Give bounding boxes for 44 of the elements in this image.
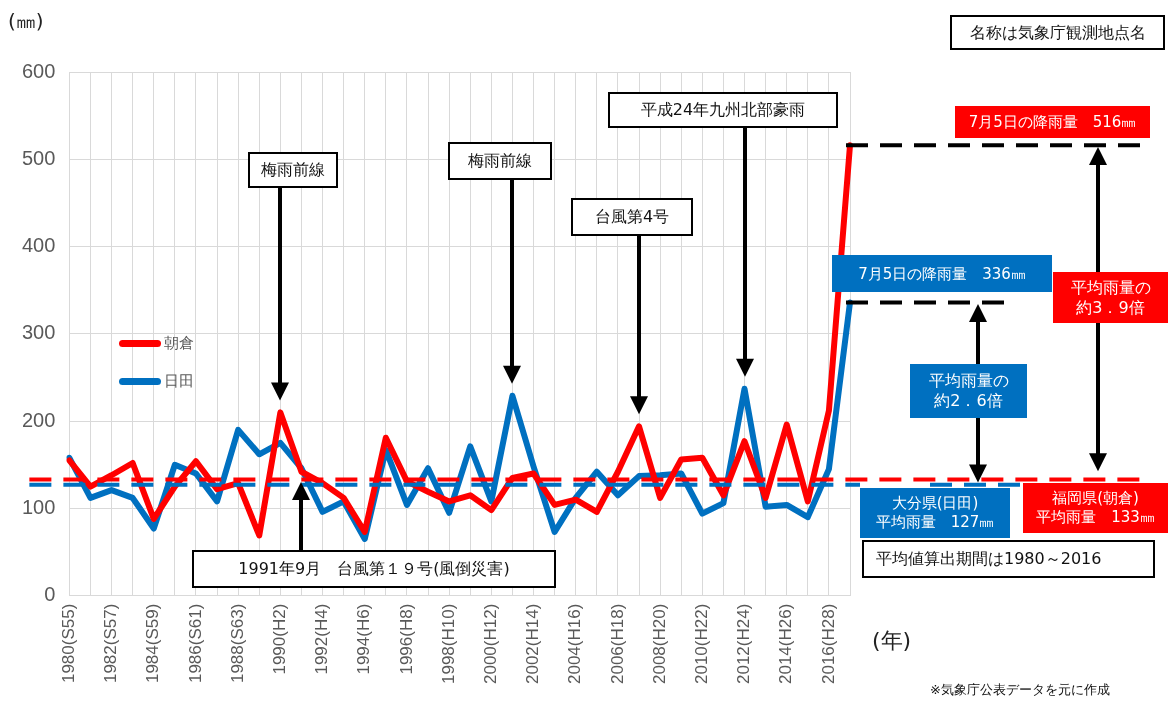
x-tick-label: 2008(H20) [649, 603, 669, 684]
x-axis-title: (年) [872, 627, 912, 655]
y-axis-title: (㎜) [8, 8, 44, 35]
x-tick-label: 1986(S61) [185, 603, 205, 684]
x-tick-label: 1998(H10) [438, 603, 458, 684]
y-tick-label: 500 [21, 146, 56, 169]
x-tick-label: 2010(H22) [692, 603, 711, 684]
text: ※気象庁公表データを元に作成 [900, 678, 1140, 702]
callout-box: 1991年9月 台風第１９号(風倒災害) [192, 550, 556, 588]
x-tick-label: 1988(S63) [227, 603, 247, 684]
x-tick-label: 2014(H26) [776, 603, 796, 684]
x-tick-label: 1992(H4) [312, 603, 332, 675]
x-tick-label: 1994(H6) [354, 603, 374, 675]
y-tick-label: 300 [21, 321, 56, 344]
callout-box: 名称は気象庁観測地点名 [950, 15, 1165, 50]
y-tick-label: 0 [44, 583, 56, 606]
x-tick-label: 2016(H28) [818, 603, 838, 684]
callout-box: 大分県(日田) 平均雨量 127㎜ [860, 487, 1010, 538]
x-tick-label: 1980(S55) [59, 603, 79, 684]
callout-box: 平均雨量の約2．6倍 [910, 364, 1027, 418]
y-tick-label: 200 [21, 408, 56, 431]
x-tick-label: 2012(H24) [734, 603, 754, 684]
callout-box: 台風第4号 [571, 198, 693, 236]
y-tick-label: 100 [21, 495, 56, 518]
callout-box: 福岡県(朝倉) 平均雨量 133㎜ [1023, 482, 1168, 533]
callout-box: 7月5日の降雨量 336㎜ [832, 255, 1052, 293]
callout-box: 平成24年九州北部豪雨 [608, 92, 838, 128]
x-tick-label: 1990(H2) [270, 603, 290, 675]
x-tick-label: 1982(S57) [101, 603, 121, 684]
y-tick-label: 600 [21, 59, 56, 82]
y-tick-label: 400 [21, 234, 56, 257]
legend-label: 朝倉 [164, 333, 195, 353]
legend-label: 日田 [164, 371, 195, 391]
callout-box: 梅雨前線 [448, 142, 552, 180]
x-tick-label: 2004(H16) [565, 603, 585, 684]
x-tick-label: 2006(H18) [607, 603, 627, 684]
callout-box: 平均雨量の約3．9倍 [1053, 272, 1168, 323]
callout-box: 梅雨前線 [248, 152, 338, 188]
x-tick-label: 1996(H8) [396, 603, 416, 675]
callout-box: 7月5日の降雨量 516㎜ [955, 106, 1150, 139]
x-tick-label: 1984(S59) [143, 603, 163, 684]
callout-box: 平均値算出期間は1980～2016 [862, 540, 1155, 578]
x-tick-label: 2000(H12) [481, 603, 501, 684]
x-tick-label: 2002(H14) [523, 603, 543, 684]
